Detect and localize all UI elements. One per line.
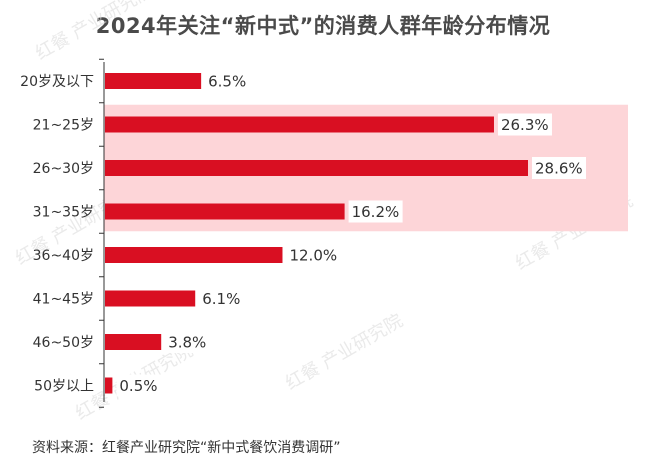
bars [105, 73, 528, 394]
value-label-box [348, 200, 403, 223]
value-labels: 6.5% 26.3% 28.6% 16.2% 12.0% 6.1% 3.8% 0.5% [116, 70, 586, 397]
category-label: 50岁以上 [34, 379, 94, 395]
bar [105, 334, 162, 350]
bar [105, 290, 196, 307]
watermark-text: 红餐 产业研究院 [282, 310, 407, 394]
bar [105, 247, 283, 263]
value-label-box [532, 157, 586, 179]
category-label: 31~35岁 [33, 205, 94, 221]
value-label: 6.1% [202, 290, 240, 308]
value-label: 28.6% [535, 160, 583, 178]
bar [105, 73, 202, 89]
category-label: 21~25岁 [33, 118, 94, 134]
chart-title: 2024年关注“新中式”的消费人群年龄分布情况 [95, 14, 551, 38]
bar [105, 160, 528, 176]
y-axis-ticks [99, 58, 104, 408]
category-label: 26~30岁 [33, 161, 94, 177]
category-label: 46~50岁 [33, 335, 94, 351]
value-label: 12.0% [289, 247, 337, 265]
value-label: 26.3% [501, 116, 549, 134]
value-label: 6.5% [208, 73, 246, 91]
watermark-text: 红餐 产业研究院 [32, 0, 157, 64]
category-labels: 20岁及以下 21~25岁 26~30岁 31~35岁 36~40岁 41~45岁 46~5… [20, 74, 94, 395]
value-label: 0.5% [119, 377, 157, 395]
value-label-box [205, 70, 250, 92]
value-label-box [286, 244, 341, 266]
category-label: 20岁及以下 [20, 74, 94, 90]
value-label-box [116, 374, 162, 397]
source-note: 资料来源：红餐产业研究院“新中式餐饮消费调研” [32, 440, 341, 456]
value-label-box [165, 331, 211, 353]
category-label: 41~45岁 [33, 292, 94, 308]
bar [105, 203, 345, 220]
bar [105, 377, 113, 394]
category-label: 36~40岁 [33, 248, 94, 264]
value-label-box [199, 287, 245, 310]
value-label-box [497, 113, 552, 136]
value-label: 3.8% [168, 334, 206, 352]
value-label: 16.2% [352, 203, 400, 221]
bar [105, 116, 494, 133]
